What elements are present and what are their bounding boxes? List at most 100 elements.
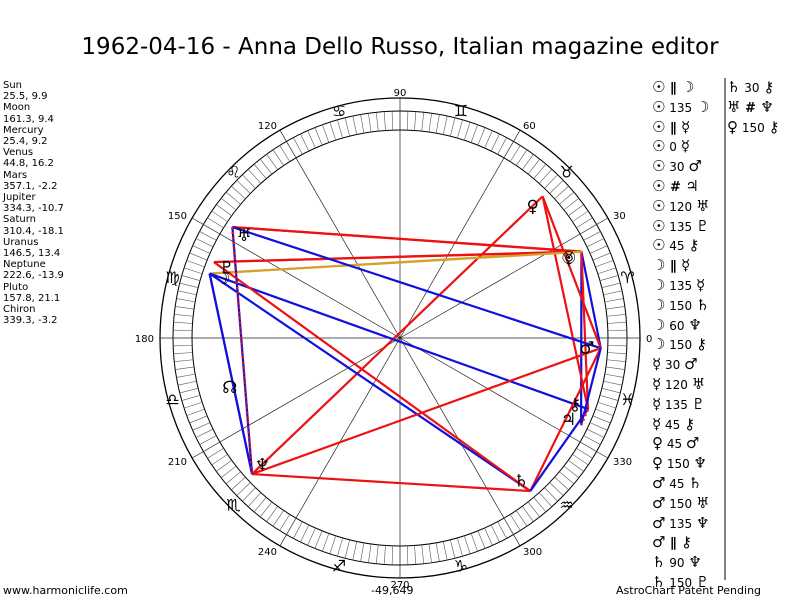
aspect-lines <box>208 195 602 493</box>
ring-tick <box>538 169 553 184</box>
aspect-planet-2: ♆ <box>696 513 710 532</box>
aspect-type: 135 <box>665 516 696 531</box>
ring-tick <box>300 524 310 543</box>
aspect-planet-1: ☉ <box>652 216 666 235</box>
chart-title: 1962-04-16 - Anna Dello Russo, Italian m… <box>81 34 719 60</box>
ring-tick <box>435 542 440 562</box>
aspect-entry: ☽ 135 ☿ <box>652 277 705 294</box>
degree-label: 90 <box>394 88 407 99</box>
ring-tick <box>199 435 217 445</box>
ring-tick <box>463 535 471 554</box>
ring-tick <box>220 465 237 478</box>
aspect-planet-1: ☽ <box>652 335 666 354</box>
ring-tick <box>293 137 303 155</box>
ring-tick <box>175 306 195 310</box>
mercury-glyph: ☿ <box>564 249 574 269</box>
aspect-planet-2: ☿ <box>680 137 690 156</box>
aspect-entry: ☉ 135 ♇ <box>652 218 709 235</box>
aspect-planet-1: ☽ <box>652 256 666 275</box>
planet-values: 44.8, 16.2 <box>3 158 54 170</box>
degree-label: 30 <box>613 211 626 222</box>
aspect-entry: ☉ 135 ☽ <box>652 99 709 116</box>
sign-glyph: ♈ <box>620 268 634 287</box>
aspect-entry: ♄ 30 ⚷ <box>727 79 774 96</box>
ring-tick <box>216 460 232 472</box>
ring-tick <box>414 545 417 565</box>
aspect-line-mars-saturn <box>529 347 602 492</box>
ring-tick <box>211 454 228 466</box>
node-glyph: ☊ <box>222 378 237 398</box>
ring-tick <box>368 543 372 563</box>
ring-tick <box>421 544 425 564</box>
ring-tick <box>181 395 201 401</box>
aspect-line-mercury-pluto <box>213 250 582 264</box>
aspect-planet-2: ☽ <box>696 97 710 116</box>
aspect-planet-2: ⚷ <box>684 414 696 433</box>
aspect-entry: ☉ 120 ♅ <box>652 198 709 215</box>
planet-name: Mercury <box>3 124 44 136</box>
ring-tick <box>173 352 193 355</box>
aspect-type: 45 <box>665 477 689 491</box>
aspect-entry: ☽ 150 ⚷ <box>652 336 707 353</box>
pluto-glyph: ♇ <box>219 258 234 278</box>
aspect-planet-2: ☽ <box>681 78 695 96</box>
ring-tick <box>554 476 569 491</box>
ring-tick <box>203 224 221 235</box>
ring-tick <box>463 122 471 141</box>
ring-tick <box>186 260 205 268</box>
aspect-line-mars-uranus <box>232 226 602 350</box>
ring-tick <box>352 541 358 561</box>
ring-tick <box>572 210 589 222</box>
planet-name: Moon <box>3 102 31 114</box>
ring-tick <box>509 514 521 531</box>
aspect-line-moon-chiron <box>209 272 589 411</box>
ring-tick <box>544 174 558 189</box>
aspect-planet-2: ♇ <box>696 216 710 235</box>
aspect-planet-2: ☿ <box>681 256 691 275</box>
aspect-type: 30 <box>665 160 689 175</box>
ring-tick <box>207 447 224 459</box>
aspect-entry: ♂ 150 ♅ <box>652 495 709 512</box>
ring-tick <box>344 539 350 559</box>
aspect-planet-1: ☉ <box>652 117 666 136</box>
ring-tick <box>360 542 365 562</box>
ring-tick <box>601 388 621 394</box>
ring-tick <box>173 321 193 324</box>
planet-name: Sun <box>3 80 23 91</box>
ring-tick <box>207 217 224 229</box>
aspect-entry: ♀ 45 ♂ <box>652 435 699 452</box>
ring-tick <box>592 415 611 424</box>
aspect-type: 90 <box>665 556 689 571</box>
aspect-planet-1: ♂ <box>652 474 666 492</box>
footer-website[interactable]: www.harmoniclife.com <box>3 584 128 597</box>
ring-tick <box>576 217 593 229</box>
aspect-entry: ♂ 45 ♄ <box>652 475 702 492</box>
ring-tick <box>572 454 589 466</box>
neptune-glyph: ♆ <box>255 456 270 476</box>
aspect-type: 30 <box>661 358 685 373</box>
aspect-planet-1: ♂ <box>652 493 666 512</box>
ring-tick <box>242 174 256 189</box>
planet-name: Chiron <box>3 304 36 316</box>
ring-tick <box>490 524 500 543</box>
radial-line <box>399 217 609 339</box>
aspect-planet-1: ♄ <box>727 78 741 96</box>
planet-name: Jupiter <box>3 192 36 204</box>
aspect-planet-2: ♅ <box>691 375 706 393</box>
ring-tick <box>272 149 284 166</box>
ring-tick <box>503 141 514 159</box>
planet-name: Mars <box>3 169 28 181</box>
ring-tick <box>607 321 627 324</box>
ring-tick <box>549 180 564 194</box>
aspect-entry: ♂ ∥ ⚷ <box>652 534 692 552</box>
aspect-planet-1: ☽ <box>652 315 666 334</box>
planet-values: 157.8, 21.1 <box>3 292 61 304</box>
ring-tick <box>457 537 463 557</box>
ring-tick <box>179 388 199 394</box>
aspect-planet-2: ♇ <box>691 394 706 413</box>
aspect-entry: ☉ ∥ ☽ <box>652 79 694 97</box>
aspect-type: 60 <box>665 318 689 333</box>
aspect-line-saturn-neptune <box>251 472 531 493</box>
ring-tick <box>559 191 575 205</box>
ring-tick <box>457 119 463 139</box>
